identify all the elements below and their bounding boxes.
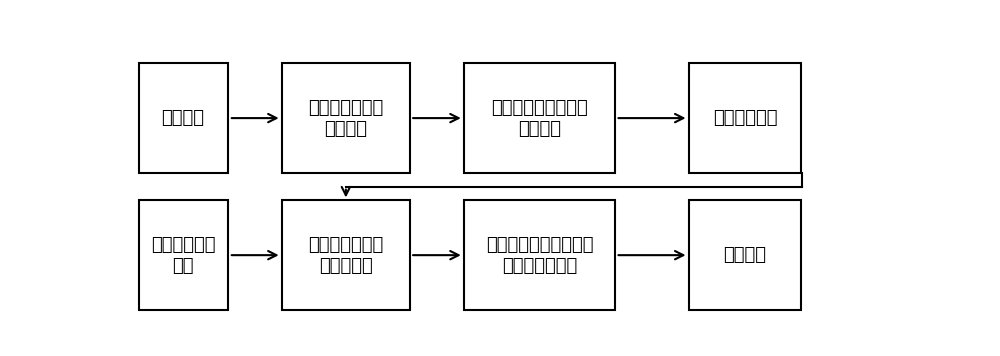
Bar <box>464 200 615 310</box>
Bar <box>689 200 801 310</box>
Text: 输入真实无雨
图像: 输入真实无雨 图像 <box>151 236 215 274</box>
Text: 输出结果: 输出结果 <box>724 246 767 264</box>
Bar <box>139 200 228 310</box>
Bar <box>464 63 615 173</box>
Bar <box>282 63 410 173</box>
Text: 多尺度卷积获取
更多细节: 多尺度卷积获取 更多细节 <box>308 99 384 137</box>
Text: 输入图片: 输入图片 <box>162 109 205 127</box>
Bar <box>689 63 801 173</box>
Bar <box>282 200 410 310</box>
Bar <box>139 63 228 173</box>
Text: 密集连接去除雨层保
留背景层: 密集连接去除雨层保 留背景层 <box>491 99 588 137</box>
Text: 设计双通道多尺
度判别模型: 设计双通道多尺 度判别模型 <box>308 236 384 274</box>
Text: 判断输出去雨图像和真
实无雨图像真伪: 判断输出去雨图像和真 实无雨图像真伪 <box>486 236 593 274</box>
Text: 输出去雨图像: 输出去雨图像 <box>713 109 777 127</box>
